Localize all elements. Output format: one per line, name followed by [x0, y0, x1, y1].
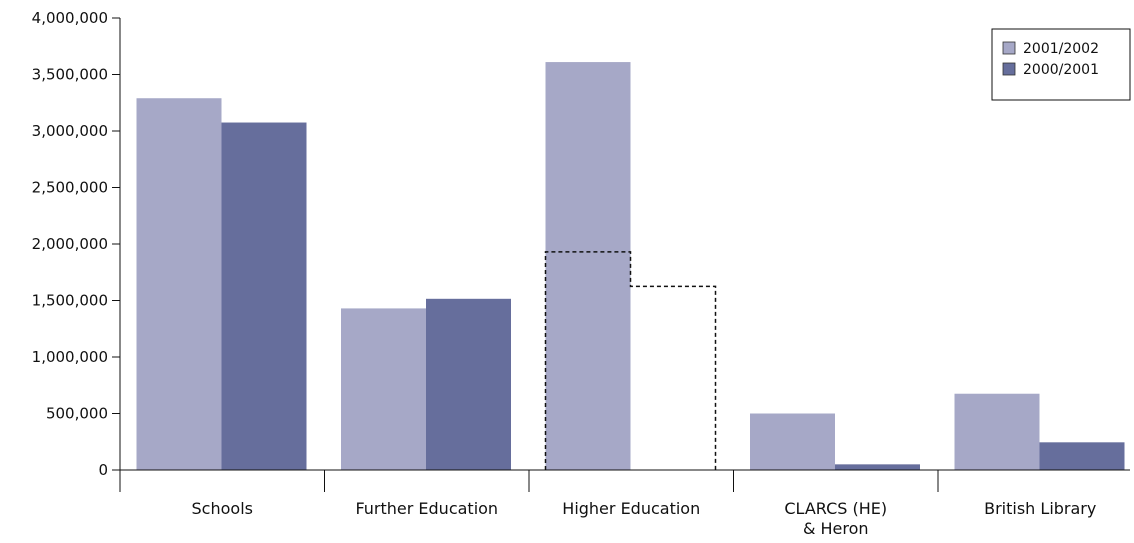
legend-swatch: [1002, 41, 1016, 55]
bar-2001-2002-1: [341, 308, 426, 470]
x-category-label-line: British Library: [984, 499, 1096, 518]
bar-2001-2002-3: [750, 413, 835, 470]
x-category-label: Higher Education: [562, 499, 700, 518]
x-category-label-line: & Heron: [803, 519, 869, 538]
legend-swatch: [1002, 62, 1016, 76]
y-tick-label: 1,500,000: [32, 292, 108, 310]
legend-label: 2001/2002: [1023, 41, 1099, 57]
legend-label: 2000/2001: [1023, 62, 1099, 78]
x-category-label: British Library: [984, 499, 1096, 518]
bars-group: [136, 62, 1125, 471]
y-tick-label: 0: [98, 461, 108, 479]
x-category-label-line: CLARCS (HE): [784, 499, 887, 518]
legend: 2001/2002 2000/2001: [991, 28, 1131, 101]
bar-2000-2001-0: [221, 122, 307, 471]
bar-2000-2001-3: [835, 464, 920, 470]
x-category-label-line: Higher Education: [562, 499, 700, 518]
y-tick-label: 4,000,000: [32, 9, 108, 27]
x-category-label: CLARCS (HE) & Heron: [784, 499, 887, 538]
bar-2001-2002-0: [136, 98, 222, 470]
bar-2001-2002-2: [545, 62, 631, 470]
axes-group: 0 500,000 1,000,000 1,500,000 2,000,000 2,500…: [32, 9, 1130, 538]
bar-2000-2001-1: [426, 298, 511, 470]
x-category-label-line: Further Education: [355, 499, 498, 518]
y-tick-label: 500,000: [46, 405, 108, 423]
x-category-label: Further Education: [355, 499, 498, 518]
bar-2001-2002-4: [954, 393, 1040, 470]
bar-2000-2001-4: [1039, 442, 1125, 470]
x-category-label: Schools: [192, 499, 253, 518]
x-category-label-line: Schools: [192, 499, 253, 518]
y-tick-label: 2,000,000: [32, 235, 108, 253]
y-tick-label: 3,500,000: [32, 66, 108, 84]
y-tick-label: 1,000,000: [32, 348, 108, 366]
y-tick-label: 3,000,000: [32, 122, 108, 140]
y-tick-label: 2,500,000: [32, 179, 108, 197]
